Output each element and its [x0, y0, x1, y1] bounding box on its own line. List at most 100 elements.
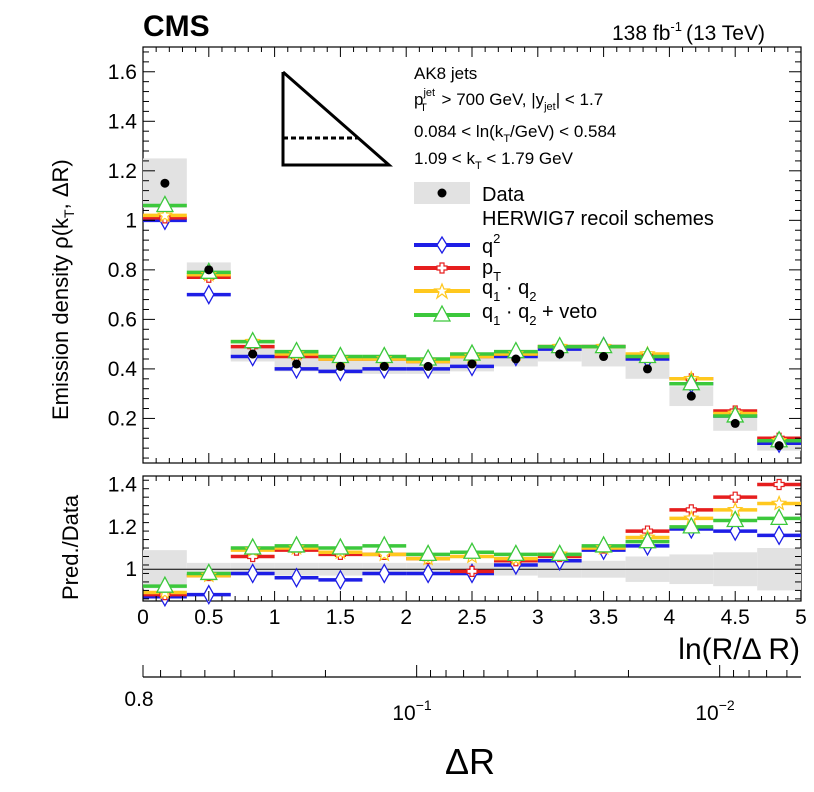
- marker-veto: [287, 341, 306, 359]
- marker-veto: [550, 544, 569, 562]
- marker-q2: [203, 284, 215, 305]
- svg-text:q1 · q2: q1 · q2: [482, 277, 537, 304]
- data-point: [160, 178, 170, 188]
- x-tick-label: 3: [532, 606, 544, 629]
- marker-veto: [243, 331, 262, 349]
- data-point: [248, 349, 258, 359]
- marker-veto: [770, 507, 789, 526]
- legend-q1q2-entry: q1 · q2: [414, 277, 537, 304]
- data-points: [160, 178, 784, 451]
- data-point: [555, 349, 565, 359]
- y-tick-label: 1: [125, 209, 137, 232]
- marker-q2: [773, 524, 785, 546]
- prediction-series-top: [143, 195, 801, 454]
- data-point: [204, 265, 214, 275]
- marker-veto: [375, 535, 394, 553]
- svg-text:Data: Data: [482, 184, 525, 206]
- y-tick-label: 0.2: [108, 407, 137, 430]
- data-point: [423, 361, 433, 371]
- marker-veto: [155, 195, 174, 213]
- secondary-tick-label-2: 10−2: [695, 697, 735, 725]
- marker-q2: [290, 567, 303, 589]
- svg-text:138 fb-1(13 TeV): 138 fb-1 (13 TeV): [612, 19, 765, 45]
- info-line-1: AK8 jets: [414, 64, 477, 83]
- ratio-y-tick-label: 1.2: [108, 516, 137, 539]
- marker-veto: [682, 373, 701, 391]
- marker-veto: [331, 537, 350, 555]
- marker-q2: [246, 563, 259, 584]
- info-line-2: pjet T > 700 GeV, |yjet| < 1.7: [414, 87, 603, 114]
- marker-veto: [287, 535, 306, 553]
- marker-veto: [506, 544, 525, 562]
- marker-veto: [594, 535, 613, 553]
- marker-veto: [682, 516, 701, 534]
- data-point: [335, 361, 345, 371]
- x-tick-label: 4.5: [721, 606, 750, 629]
- data-point: [379, 361, 389, 371]
- y-tick-label: 1.4: [108, 110, 138, 133]
- marker-veto: [462, 541, 482, 559]
- legend-data-entry: Data: [414, 182, 525, 206]
- data-point: [774, 441, 784, 451]
- y-tick-label: 1.6: [108, 61, 137, 84]
- data-point: [730, 418, 740, 428]
- y-tick-label: 0.6: [108, 308, 137, 331]
- x-tick-label: 5: [795, 606, 807, 629]
- data-uncertainty-band: [143, 158, 801, 451]
- info-line-3: 0.084 < ln(kT/GeV) < 0.584: [414, 122, 616, 145]
- svg-text:pT: pT: [482, 257, 501, 284]
- x-tick-label: 4: [664, 606, 676, 629]
- lumi-label: 138 fb-1 (13 TeV): [612, 19, 765, 45]
- info-line-4: 1.09 < kT < 1.79 GeV: [414, 149, 574, 172]
- y-tick-label: 0.4: [108, 358, 138, 381]
- ratio-y-tick-label: 1.4: [108, 473, 138, 496]
- marker-q1q2: [770, 494, 788, 511]
- marker-veto: [726, 510, 745, 528]
- marker-veto: [199, 563, 218, 581]
- svg-text:q2: q2: [482, 231, 500, 258]
- legend-pt-entry: pT: [414, 257, 501, 284]
- x-tick-label: 1.5: [326, 606, 355, 629]
- legend-herwig-title: HERWIG7 recoil schemes: [482, 208, 714, 230]
- marker-veto: [638, 531, 657, 549]
- y-axis-label-ratio: Pred./Data: [58, 494, 83, 600]
- data-point: [642, 364, 652, 374]
- x-tick-label: 0: [137, 606, 149, 629]
- data-point: [511, 354, 521, 364]
- experiment-label: CMS: [143, 10, 210, 43]
- svg-text:q1 · q2 + veto: q1 · q2 + veto: [482, 301, 597, 328]
- data-point: [599, 352, 609, 362]
- legend: Data HERWIG7 recoil schemes q2 pT q1 · q…: [414, 182, 714, 328]
- secondary-axis-label: ΔR: [445, 741, 495, 782]
- prediction-series-ratio: [143, 478, 801, 608]
- marker-q2: [334, 569, 347, 591]
- data-point: [467, 359, 477, 369]
- data-point: [292, 359, 302, 369]
- y-tick-label: 0.8: [108, 259, 137, 282]
- marker-pt: [466, 565, 478, 577]
- secondary-tick-label-1: 10−1: [392, 697, 432, 725]
- x-tick-label: 2: [400, 606, 412, 629]
- secondary-tick-label-0: 0.8: [124, 688, 153, 711]
- x-tick-label: 2.5: [457, 606, 486, 629]
- x-tick-label: 0.5: [194, 606, 223, 629]
- y-axis-label-main: Emission density ρ(kT, ΔR): [48, 159, 77, 420]
- x-tick-label: 3.5: [589, 606, 618, 629]
- marker-q2: [378, 563, 391, 584]
- marker-pt: [773, 478, 785, 491]
- legend-veto-entry: q1 · q2 + veto: [414, 301, 597, 328]
- axis-ticks: 0 0.5 1 1.5 2 2.5 3 3.5 4 4.5 5 0.2 0.4 0.6 0.8 1 1.2 1.4…: [108, 47, 807, 629]
- marker-veto: [419, 544, 438, 562]
- secondary-axis-ticks: [142, 665, 788, 677]
- marker-q2: [422, 563, 434, 584]
- ratio-y-tick-label: 1: [125, 558, 137, 581]
- marker-pt: [729, 491, 741, 503]
- legend-q2-entry: q2: [414, 231, 500, 258]
- marker-veto: [638, 346, 657, 364]
- marker-veto: [243, 537, 262, 555]
- y-tick-label: 1.2: [108, 160, 137, 183]
- x-axis-label: ln(R/Δ R): [678, 633, 800, 666]
- lund-triangle-icon: [281, 70, 393, 167]
- marker-q1q2: [156, 206, 174, 223]
